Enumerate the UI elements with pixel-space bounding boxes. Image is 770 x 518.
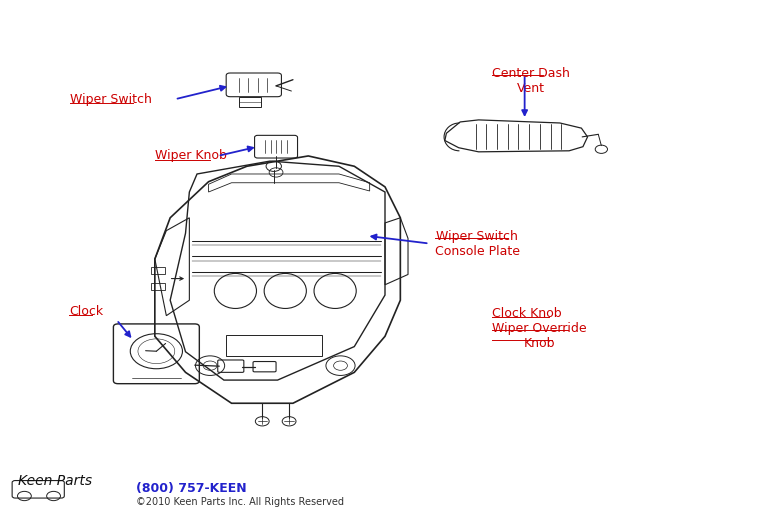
Bar [151,283,165,290]
Bar [151,267,165,275]
Text: Clock: Clock [69,305,103,318]
Text: Wiper Override
Knob: Wiper Override Knob [492,322,587,350]
Text: Wiper Switch
Console Plate: Wiper Switch Console Plate [435,229,520,257]
Bar [239,97,261,107]
Text: (800) 757-KEEN: (800) 757-KEEN [136,482,246,495]
Text: Clock Knob: Clock Knob [492,307,562,320]
Text: ©2010 Keen Parts Inc. All Rights Reserved: ©2010 Keen Parts Inc. All Rights Reserve… [136,497,343,507]
Text: Keen Parts: Keen Parts [18,473,92,487]
Text: Center Dash
Vent: Center Dash Vent [492,67,571,95]
Bar [226,335,322,356]
Text: Wiper Knob: Wiper Knob [155,150,226,163]
Text: Wiper Switch: Wiper Switch [70,93,152,106]
